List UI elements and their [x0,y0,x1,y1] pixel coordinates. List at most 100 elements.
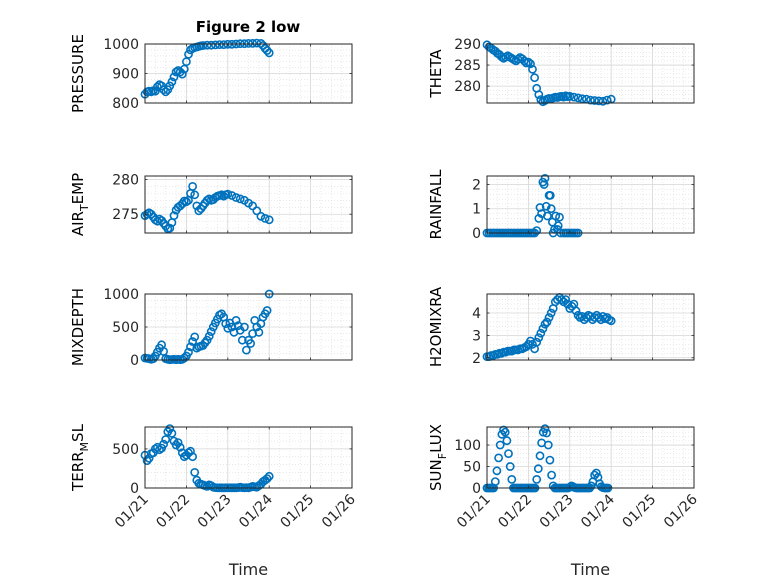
mixdepth-point [206,327,216,336]
h2omixra-ytick-label: 4 [472,306,481,322]
terr_msl-xtick-label: 01/22 [153,492,193,532]
h2omixra-point [536,328,546,338]
h2omixra-point [546,308,556,318]
sun_flux-point [505,462,515,471]
pressure-point [248,39,257,48]
air_temp-point [264,215,274,225]
rainfall-point [532,226,542,235]
terr_msl-ytick-label: 0 [130,481,139,497]
pressure-series [140,38,274,99]
h2omixra-point [544,313,554,322]
air_temp-ytick-label: 280 [112,172,139,188]
h2omixra-ytick-label: 2 [472,351,481,367]
panel-sun_flux: 0 50 100 01/21 01/22 01/23 01/24 01/25 01/26 Time… [427,424,701,579]
pressure-point [159,85,168,95]
h2omixra-point [532,337,542,347]
pressure-point [262,46,272,55]
sun_flux-point [504,449,513,458]
terr_msl-point [262,474,272,483]
rainfall-ytick-label: 1 [472,202,481,218]
air_temp-point [227,191,237,200]
rainfall-point [545,190,555,200]
terr_msl-point [190,467,200,477]
mixdepth-point [246,339,255,348]
pressure-point [264,48,274,58]
pressure-ylabel: PRESSURE [69,34,87,113]
pressure-point [177,69,187,79]
sun_flux-point [543,440,553,450]
pressure-point [215,40,224,49]
terr_msl-xtick-label: 01/23 [195,492,235,532]
pressure-point [169,72,179,82]
pressure-point [206,40,216,50]
theta-point [565,91,575,101]
h2omixra-point [561,295,571,304]
mixdepth-point [254,327,264,337]
terr_msl-point [142,456,152,465]
pressure-point [256,39,266,48]
terr_msl-point [264,471,274,481]
air_temp-axes-box [144,175,353,234]
sun_flux-xlabel: Time [570,560,610,579]
mixdepth-point [237,335,247,345]
sun_flux-point [492,466,502,476]
air_temp-point [223,189,233,199]
rainfall-ytick-label: 0 [472,226,481,242]
terr_msl-axes-box [144,426,353,489]
sun_flux-point [532,474,542,484]
rainfall-point [540,173,550,183]
mixdepth-point [188,337,197,346]
pressure-point [167,77,177,87]
rainfall-point [539,180,549,189]
sun_flux-xtick-label: 01/21 [454,492,494,532]
rainfall-point [541,201,551,211]
air_temp-point [231,193,241,202]
sun_flux-axes-box [486,426,695,489]
rainfall-point [543,211,552,221]
theta-point [530,73,539,83]
terr_msl-point [186,446,195,456]
rainfall-point [555,212,564,222]
h2omixra-point [571,306,581,316]
sun_flux-point [490,477,500,486]
theta-point [577,94,587,104]
h2omixra-point [606,316,616,326]
sun_flux-point [502,436,512,446]
h2omixra-point [542,317,552,327]
pressure-ytick-label: 800 [112,96,139,112]
sun_flux-point [540,424,550,434]
sun_flux-point [586,481,596,491]
theta-ytick-label: 285 [454,58,481,74]
terr_msl-xtick-label: 01/21 [112,492,152,532]
terr_msl-xlabel: Time [228,560,268,579]
theta-axes-bg [487,44,694,103]
pressure-point [150,86,160,96]
pressure-point [184,49,193,59]
pressure-ytick-label: 1000 [103,37,139,53]
sun_flux-ytick-label: 0 [472,481,481,497]
panel-theta: 280 285 290 THETA [427,37,695,107]
sun_flux-point [591,468,601,478]
sun_flux-point [535,451,545,461]
air_temp-series [140,181,274,234]
h2omixra-ylabel: H2OMIXRA [427,286,445,367]
theta-point [594,96,604,106]
air_temp-point [188,181,197,191]
sun_flux-point [494,453,503,463]
mixdepth-point [239,322,249,332]
mixdepth-point [184,347,193,357]
mixdepth-point [241,345,251,355]
theta-point [569,92,579,102]
mixdepth-point [223,323,233,333]
h2omixra-point [563,299,573,309]
theta-ytick-label: 280 [454,79,481,95]
theta-point [534,90,544,99]
theta-ytick-label: 290 [454,37,481,53]
sun_flux-point [547,470,556,480]
pressure-point [244,39,253,48]
mixdepth-ytick-label: 0 [130,353,139,369]
mixdepth-point [204,331,214,341]
panel-pressure: 800 900 1000 PRESSURE [69,34,353,113]
h2omixra-point [594,313,604,322]
